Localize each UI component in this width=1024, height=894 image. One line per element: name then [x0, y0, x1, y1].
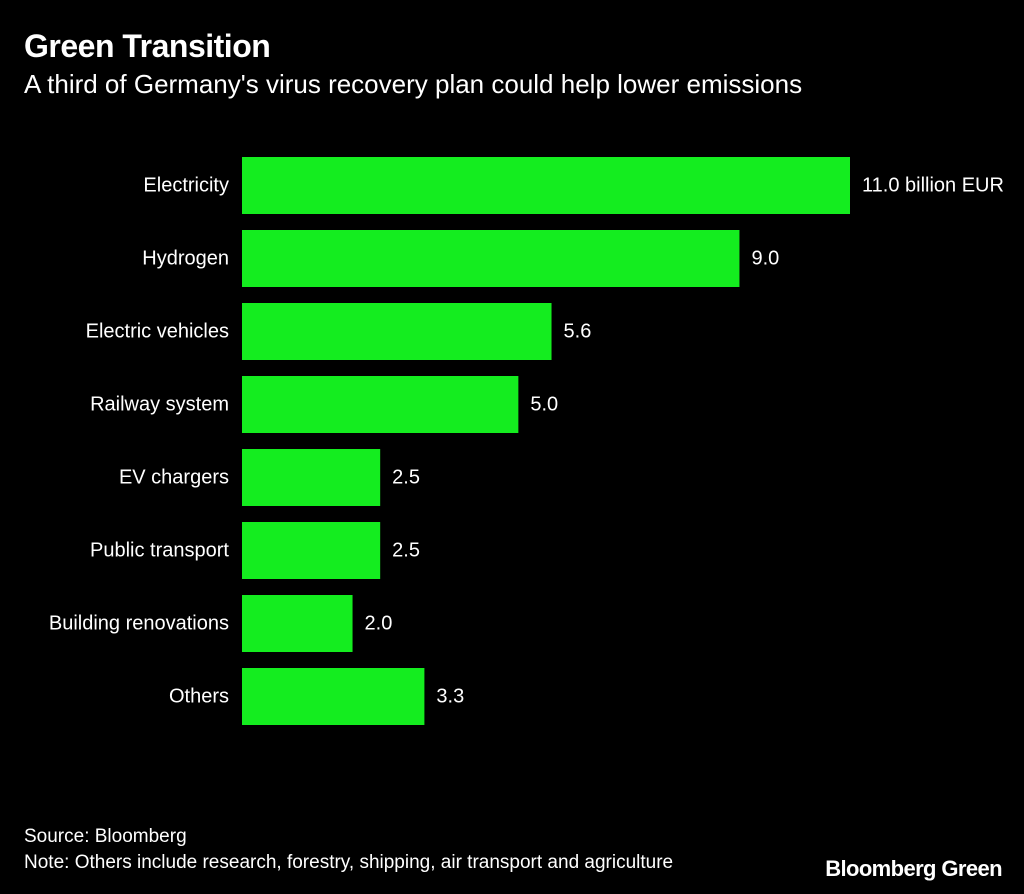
value-label: 2.5 [392, 540, 420, 562]
bar [242, 230, 740, 287]
bar [242, 303, 552, 360]
value-label: 3.3 [436, 686, 464, 708]
chart-title: Green Transition [24, 28, 271, 64]
value-label: 9.0 [751, 248, 779, 270]
category-label: Electric vehicles [86, 321, 229, 343]
bar [242, 157, 850, 214]
category-label: Railway system [90, 394, 229, 416]
brand-logo: Bloomberg Green [825, 856, 1002, 881]
value-label: 2.5 [392, 467, 420, 489]
bar [242, 522, 381, 579]
category-label: Hydrogen [142, 248, 229, 270]
chart-subtitle: A third of Germany's virus recovery plan… [24, 69, 803, 99]
bar [242, 376, 519, 433]
category-label: Others [169, 686, 229, 708]
value-label: 2.0 [365, 613, 393, 635]
source-note: Source: Bloomberg [24, 826, 187, 847]
category-label: Electricity [143, 175, 229, 197]
category-label: EV chargers [119, 467, 229, 489]
category-label: Public transport [90, 540, 229, 562]
value-label: 11.0 billion EUR [862, 175, 1004, 197]
value-label: 5.0 [530, 394, 558, 416]
chart-footer: Source: Bloomberg Note: Others include r… [24, 824, 673, 876]
bar-chart: Electricity 11.0 billion EUR Hydrogen 9.0 El… [49, 157, 1004, 725]
footnote: Note: Others include research, forestry,… [24, 852, 674, 873]
bar [242, 668, 425, 725]
value-label: 5.6 [564, 321, 592, 343]
bar [242, 449, 381, 506]
category-label: Building renovations [49, 613, 229, 635]
bar [242, 595, 353, 652]
